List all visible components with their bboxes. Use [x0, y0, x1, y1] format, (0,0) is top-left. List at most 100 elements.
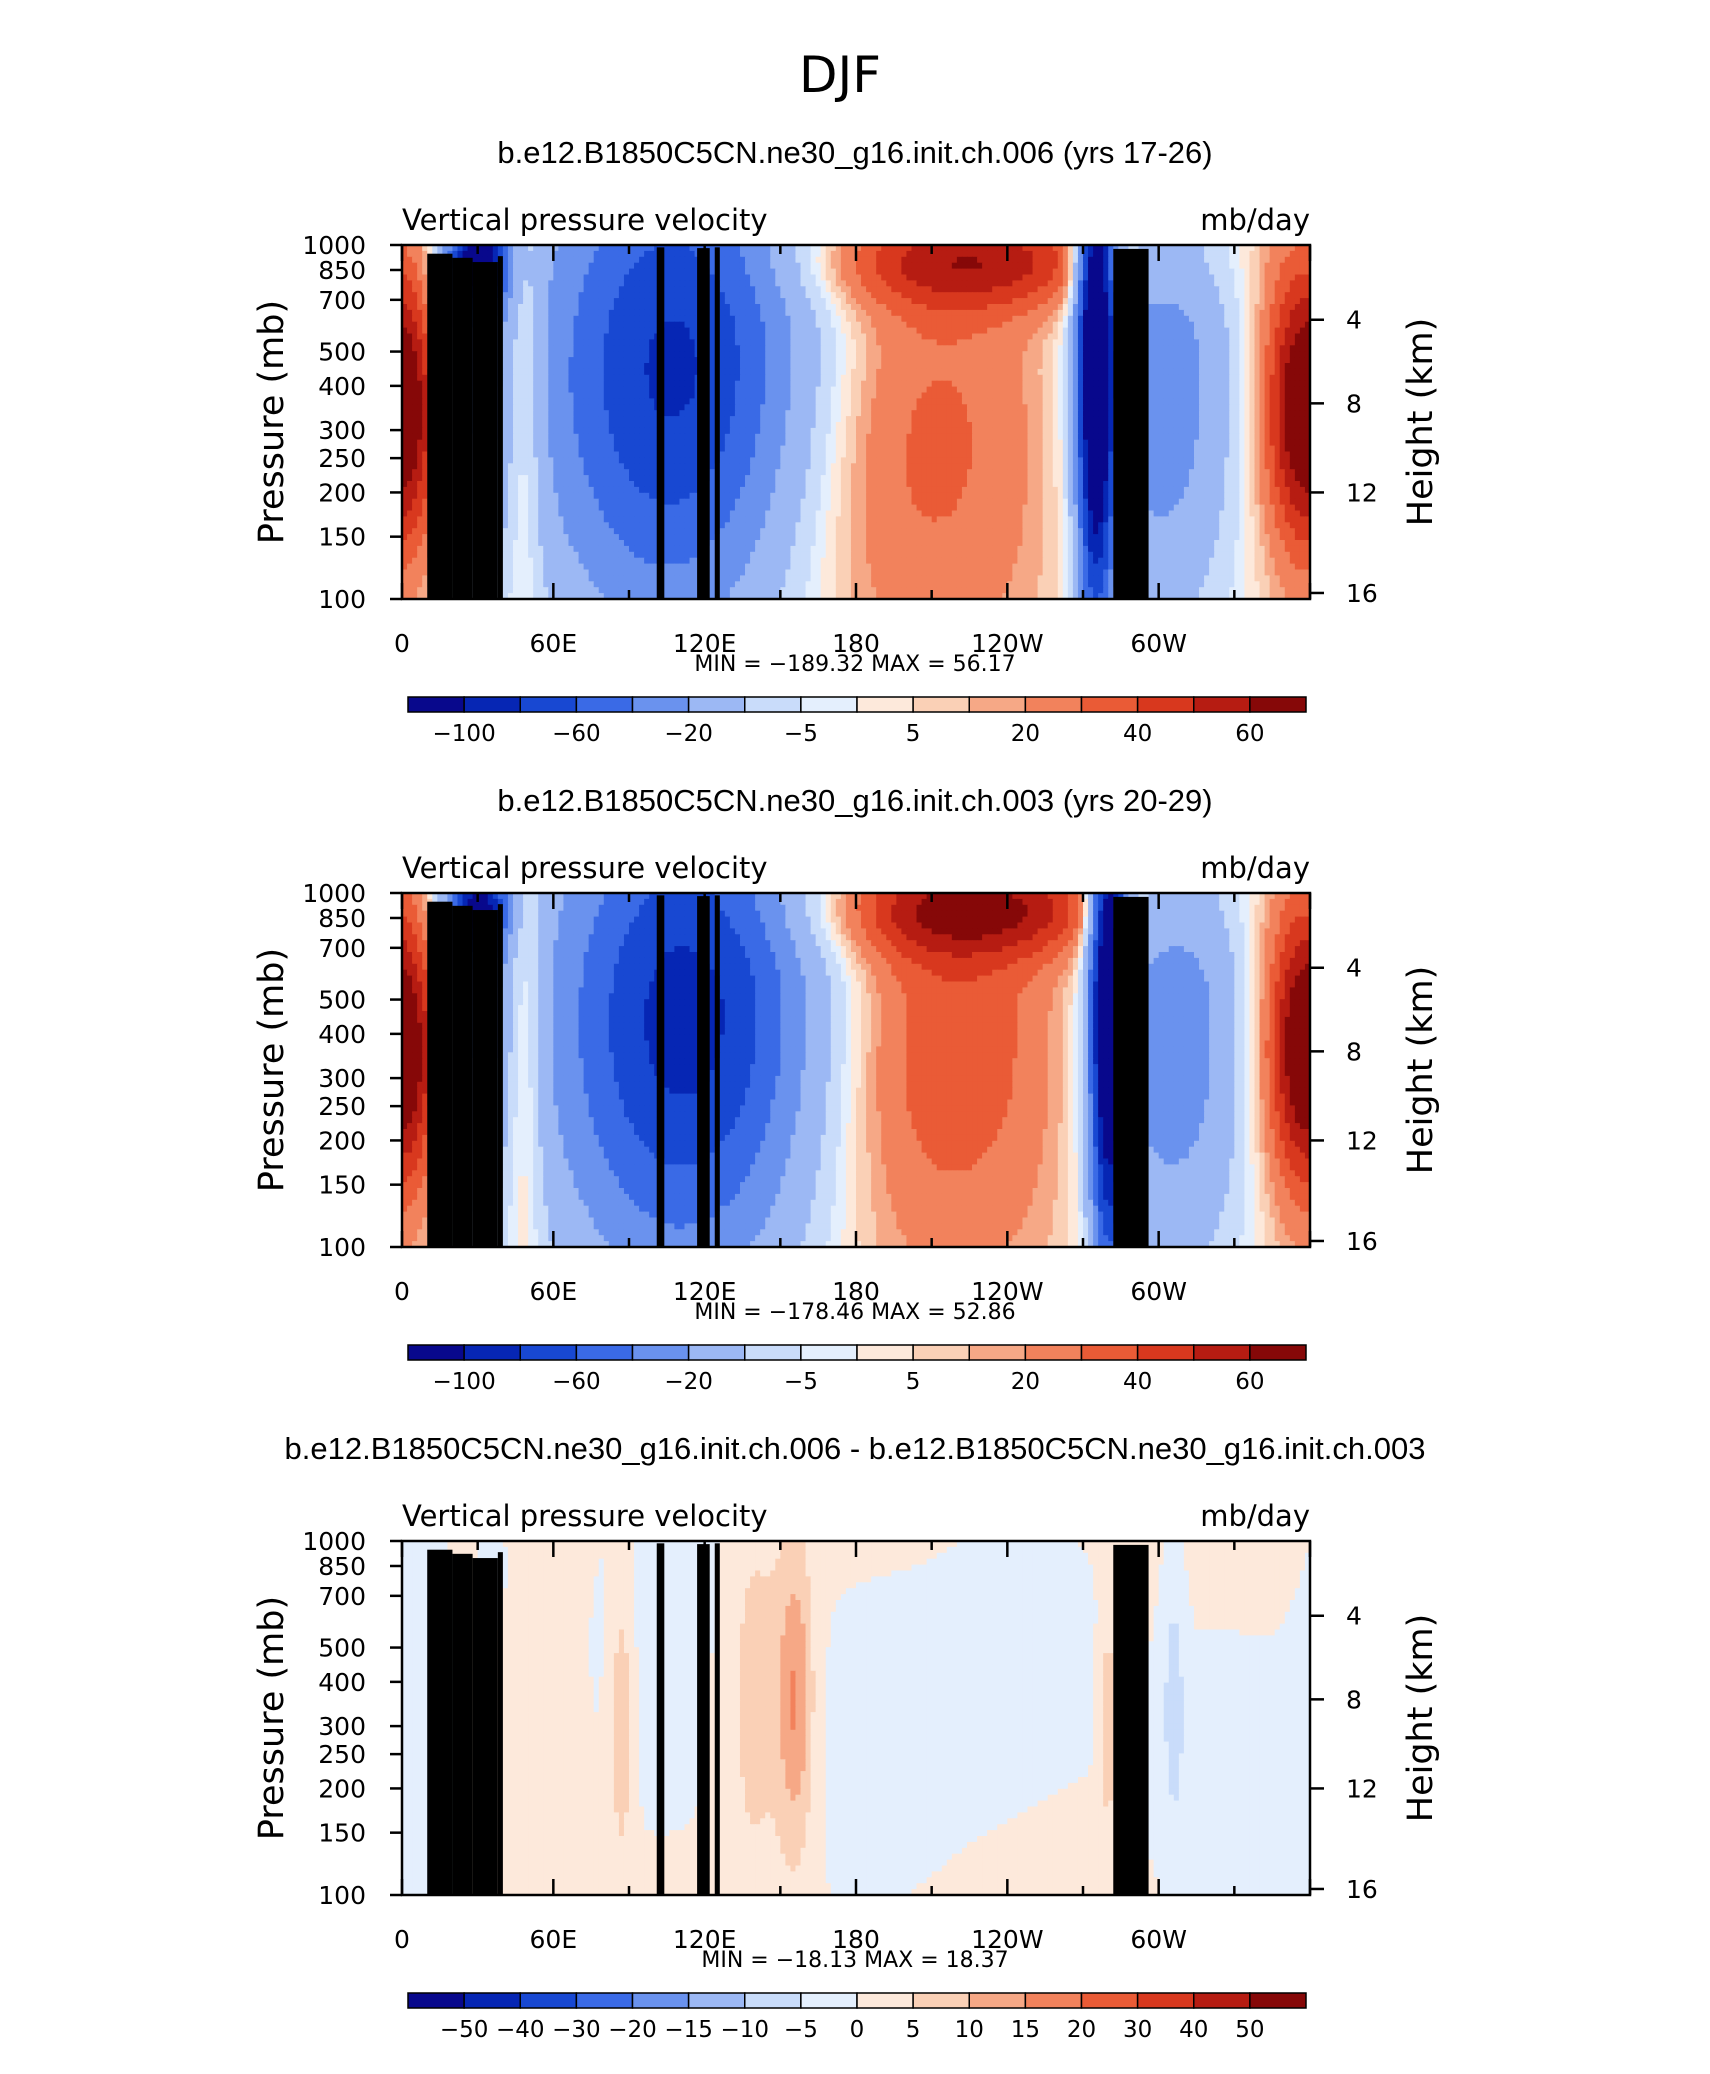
- contour-cell: [1184, 251, 1190, 258]
- contour-cell: [690, 357, 696, 364]
- contour-cell: [866, 257, 872, 264]
- contour-cell: [785, 393, 791, 400]
- contour-cell: [770, 393, 776, 400]
- contour-cell: [669, 286, 675, 293]
- contour-cell: [952, 286, 958, 293]
- contour-cell: [1093, 310, 1099, 317]
- contour-cell: [1224, 292, 1230, 299]
- contour-cell: [1159, 351, 1165, 358]
- contour-cell: [1249, 334, 1255, 341]
- contour-cell: [1149, 393, 1155, 400]
- contour-cell: [1078, 269, 1084, 276]
- contour-cell: [906, 280, 912, 287]
- contour-cell: [755, 263, 761, 270]
- contour-cell: [1295, 275, 1301, 282]
- contour-cell: [1290, 310, 1296, 317]
- contour-cell: [725, 387, 731, 394]
- contour-cell: [1098, 322, 1104, 329]
- contour-cell: [1285, 334, 1291, 341]
- contour-cell: [1260, 351, 1266, 358]
- contour-cell: [533, 357, 539, 364]
- contour-cell: [1234, 357, 1240, 364]
- contour-cell: [664, 375, 670, 382]
- contour-cell: [1002, 387, 1008, 394]
- contour-cell: [856, 363, 862, 370]
- contour-cell: [538, 339, 544, 346]
- contour-cell: [1244, 328, 1250, 335]
- contour-cell: [962, 351, 968, 358]
- contour-cell: [1234, 345, 1240, 352]
- contour-cell: [1012, 322, 1018, 329]
- contour-cell: [962, 269, 968, 276]
- contour-cell: [584, 398, 590, 405]
- contour-cell: [911, 304, 917, 311]
- contour-cell: [1244, 375, 1250, 382]
- contour-cell: [982, 357, 988, 364]
- contour-cell: [881, 398, 887, 405]
- contour-cell: [775, 393, 781, 400]
- contour-cell: [1244, 398, 1250, 405]
- contour-cell: [982, 381, 988, 388]
- contour-cell: [1179, 251, 1185, 258]
- contour-cell: [932, 280, 938, 287]
- contour-cell: [821, 316, 827, 323]
- contour-cell: [735, 304, 741, 311]
- contour-cell: [806, 393, 812, 400]
- contour-cell: [523, 398, 529, 405]
- contour-cell: [836, 257, 842, 264]
- contour-cell: [1073, 369, 1079, 376]
- contour-cell: [1260, 328, 1266, 335]
- contour-cell: [579, 251, 585, 258]
- contour-cell: [1068, 398, 1074, 405]
- contour-cell: [1209, 304, 1215, 311]
- contour-cell: [1058, 316, 1064, 323]
- contour-cell: [967, 251, 973, 258]
- contour-cell: [513, 375, 519, 382]
- contour-cell: [1022, 328, 1028, 335]
- contour-cell: [1244, 292, 1250, 299]
- contour-cell: [1038, 310, 1044, 317]
- contour-cell: [987, 381, 993, 388]
- contour-cell: [1234, 339, 1240, 346]
- contour-cell: [1043, 292, 1049, 299]
- contour-cell: [1149, 334, 1155, 341]
- contour-cell: [1154, 316, 1160, 323]
- contour-cell: [1164, 310, 1170, 317]
- contour-cell: [679, 398, 685, 405]
- contour-cell: [594, 398, 600, 405]
- contour-cell: [1038, 375, 1044, 382]
- contour-cell: [528, 398, 534, 405]
- contour-cell: [790, 357, 796, 364]
- contour-cell: [952, 393, 958, 400]
- contour-cell: [871, 292, 877, 299]
- contour-cell: [599, 328, 605, 335]
- contour-cell: [760, 275, 766, 282]
- contour-cell: [720, 269, 726, 276]
- contour-cell: [1058, 345, 1064, 352]
- contour-cell: [896, 263, 902, 270]
- contour-cell: [1007, 404, 1013, 411]
- contour-cell: [1280, 339, 1286, 346]
- contour-cell: [609, 345, 615, 352]
- contour-cell: [881, 363, 887, 370]
- contour-cell: [503, 322, 509, 329]
- contour-cell: [720, 304, 726, 311]
- contour-cell: [755, 269, 761, 276]
- contour-cell: [629, 322, 635, 329]
- contour-cell: [1058, 351, 1064, 358]
- contour-cell: [1033, 387, 1039, 394]
- contour-cell: [972, 275, 978, 282]
- contour-cell: [1093, 381, 1099, 388]
- contour-cell: [876, 316, 882, 323]
- contour-cell: [720, 375, 726, 382]
- contour-cell: [801, 339, 807, 346]
- contour-cell: [1108, 304, 1114, 311]
- contour-cell: [407, 375, 413, 382]
- contour-cell: [1300, 357, 1306, 364]
- contour-cell: [1083, 269, 1089, 276]
- contour-cell: [619, 328, 625, 335]
- contour-cell: [1002, 369, 1008, 376]
- contour-cell: [1290, 269, 1296, 276]
- contour-cell: [911, 310, 917, 317]
- contour-cell: [896, 334, 902, 341]
